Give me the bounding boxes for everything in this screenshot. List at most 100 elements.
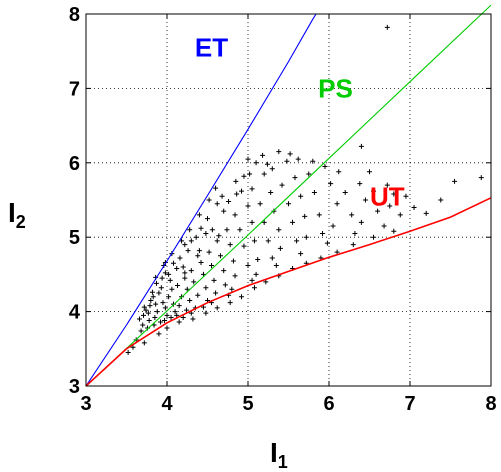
scatter-point	[221, 268, 227, 274]
scatter-point	[195, 253, 201, 259]
scatter-point	[328, 181, 334, 187]
scatter-point	[156, 331, 162, 337]
scatter-point	[145, 310, 151, 316]
scatter-point	[152, 315, 158, 321]
scatter-point	[245, 156, 251, 162]
scatter-point	[349, 212, 355, 218]
curve-ps	[85, 4, 492, 387]
scatter-point	[452, 178, 458, 184]
scatter-point	[193, 234, 199, 240]
y-tick-label: 6	[69, 153, 80, 175]
scatter-point	[381, 223, 387, 229]
scatter-point	[162, 318, 168, 324]
scatter-point	[182, 270, 188, 276]
x-tick-label: 5	[242, 393, 253, 415]
scatter-point	[384, 24, 390, 30]
scatter-point	[166, 271, 172, 277]
scatter-point	[168, 315, 174, 321]
scatter-point	[241, 173, 247, 179]
scatter-point	[241, 243, 247, 249]
scatter-point	[217, 253, 223, 259]
scatter-point	[195, 292, 201, 298]
scatter-point	[183, 307, 189, 313]
scatter-point	[170, 260, 176, 266]
scatter-point	[141, 312, 147, 318]
scatter-point	[276, 227, 282, 233]
scatter-point	[184, 286, 190, 292]
scatter-point	[196, 212, 202, 218]
scatter-point	[216, 233, 222, 239]
tick-labels: 3 4 5 6 7 8 3 4 5 6 7 8	[69, 4, 497, 415]
scatter-point	[185, 248, 191, 254]
scatter-point	[190, 316, 196, 322]
scatter-point	[160, 300, 166, 306]
y-tick-label: 8	[69, 4, 80, 26]
y-axis-label: I2	[8, 197, 26, 232]
scatter-point	[306, 171, 312, 177]
scatter-point	[423, 210, 429, 216]
scatter-point	[232, 273, 238, 279]
scatter-point	[209, 262, 215, 268]
scatter-point	[221, 208, 227, 214]
plot-area-frame	[85, 13, 492, 387]
scatter-point	[180, 315, 186, 321]
scatter-point	[176, 319, 182, 325]
scatter-point	[138, 328, 144, 334]
scatter-point	[358, 219, 364, 225]
scatter-point	[311, 190, 317, 196]
scatter-point	[292, 175, 298, 181]
scatter-point	[174, 312, 180, 318]
scatter-point	[277, 245, 283, 251]
scatter-point	[159, 275, 165, 281]
scatter-point	[253, 160, 259, 166]
scatter-point	[279, 182, 285, 188]
scatter-point	[146, 318, 152, 324]
scatter-point	[237, 227, 243, 233]
scatter-point	[362, 197, 368, 203]
scatter-point	[334, 249, 340, 255]
scatter-point	[149, 289, 155, 295]
scatter-point	[125, 350, 131, 356]
scatter-point	[336, 169, 342, 175]
y-tick-label: 4	[69, 302, 81, 324]
scatter-point	[261, 171, 267, 177]
scatter-point	[295, 156, 301, 162]
scatter-point	[158, 319, 164, 325]
scatter-point	[211, 277, 217, 283]
scatter-point	[357, 181, 363, 187]
scatter-point	[303, 234, 309, 240]
scatter-point	[245, 262, 251, 268]
scatter-point	[214, 238, 220, 244]
scatter-point	[269, 255, 275, 261]
scatter-point	[294, 238, 300, 244]
scatter-point	[245, 203, 251, 209]
scatter-point	[169, 286, 175, 292]
scatter-point	[310, 158, 316, 164]
scatter-point	[334, 201, 340, 207]
scatter-point	[187, 227, 193, 233]
scatter-point	[261, 219, 267, 225]
curve-label-et: ET	[195, 32, 228, 62]
scatter-point	[136, 316, 142, 322]
scatter-point	[438, 197, 444, 203]
scatter-point	[391, 191, 397, 197]
scatter-point	[164, 325, 170, 331]
scatter-point	[253, 271, 259, 277]
scatter-point	[174, 265, 180, 271]
scatter-point	[229, 286, 235, 292]
y-tick-label: 3	[69, 376, 80, 398]
y-tick-label: 5	[69, 227, 80, 249]
scatter-point	[226, 198, 232, 204]
scatter-point	[290, 219, 296, 225]
scatter-point	[478, 175, 484, 181]
y-tick-label: 7	[69, 78, 80, 100]
scatter-point	[206, 249, 212, 255]
scatter-point	[182, 242, 188, 248]
scatter-point	[302, 213, 308, 219]
scatter-point	[384, 182, 390, 188]
scatter-point	[287, 151, 293, 157]
scatter-point	[148, 297, 154, 303]
curve-label-ut: UT	[370, 181, 405, 211]
scatter-point	[239, 294, 245, 300]
